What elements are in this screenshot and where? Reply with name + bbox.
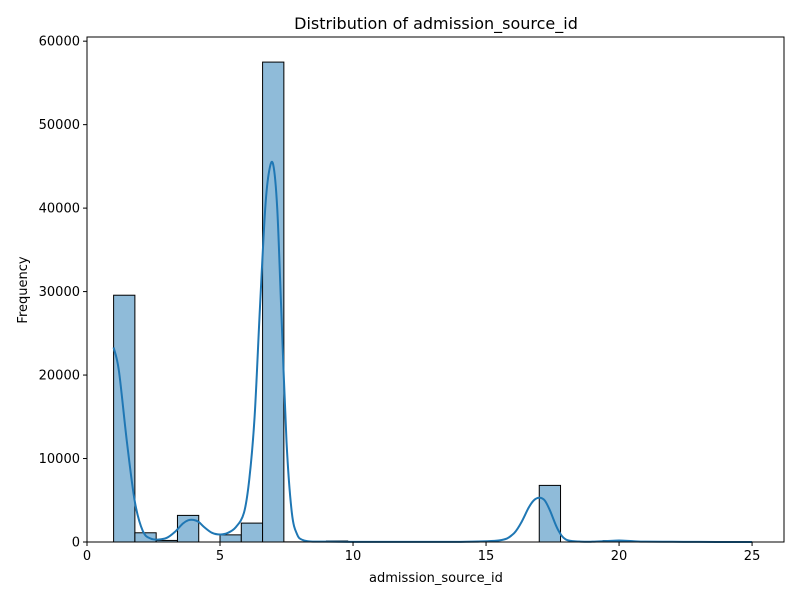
x-tick-label: 20 xyxy=(611,549,628,564)
x-tick-label: 5 xyxy=(216,549,224,564)
y-tick-label: 60000 xyxy=(39,35,80,50)
y-tick-label: 0 xyxy=(72,536,80,551)
y-axis-ticks: 0 10000 20000 30000 40000 50000 60000 xyxy=(39,35,87,551)
x-tick-label: 15 xyxy=(478,549,495,564)
y-axis-title: Frequency xyxy=(16,256,31,323)
x-tick-label: 0 xyxy=(83,549,91,564)
chart-title: Distribution of admission_source_id xyxy=(294,14,578,34)
y-tick-label: 30000 xyxy=(39,285,80,300)
plot-frame xyxy=(86,36,785,543)
kde-curve-layer xyxy=(112,160,753,543)
histogram-bar xyxy=(538,484,562,543)
y-tick-label: 40000 xyxy=(39,202,80,217)
x-tick-label: 25 xyxy=(744,549,761,564)
histogram-bar xyxy=(219,534,242,543)
x-axis-ticks: 0 5 10 15 20 25 xyxy=(83,542,760,564)
kde-line xyxy=(112,160,753,543)
y-tick-label: 50000 xyxy=(39,118,80,133)
histogram-bar xyxy=(240,522,264,543)
x-tick-label: 10 xyxy=(345,549,362,564)
y-tick-label: 20000 xyxy=(39,369,80,384)
y-tick-label: 10000 xyxy=(39,452,80,467)
x-axis-title: admission_source_id xyxy=(369,571,503,586)
histogram-bars xyxy=(113,61,753,543)
